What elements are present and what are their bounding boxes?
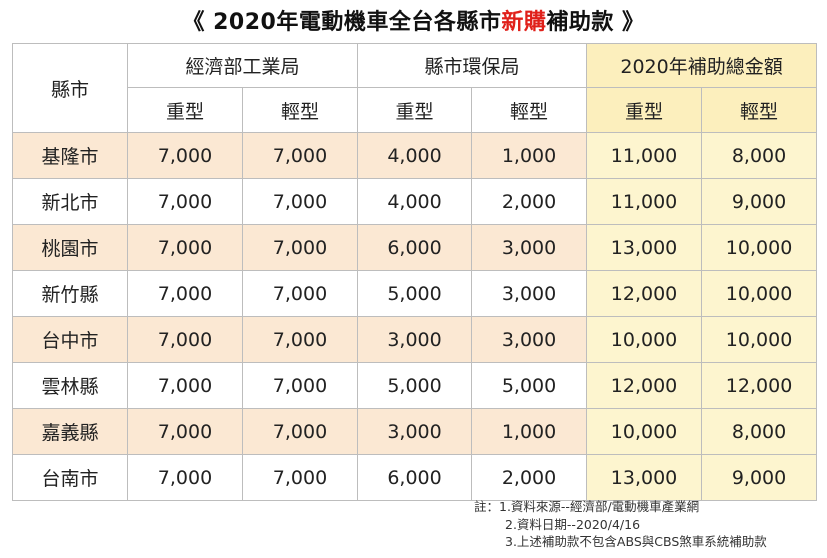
amount-cell: 11,000 (586, 132, 703, 179)
title-highlight: 新購 (501, 10, 547, 35)
amount-cell: 10,000 (586, 408, 703, 455)
city-cell: 桃園市 (12, 224, 128, 271)
amount-cell: 7,000 (241, 224, 359, 271)
title-text-end: 補助款 》 (546, 10, 645, 35)
header-type: 輕型 (701, 87, 818, 133)
amount-cell: 5,000 (357, 270, 473, 317)
footnotes: 註：1.資料來源--經濟部/電動機車產業網 2.資料日期--2020/4/16 … (474, 498, 767, 551)
amount-cell: 3,000 (471, 224, 588, 271)
footnote-exclusion: 3.上述補助款不包含ABS與CBS煞車系統補助款 (505, 534, 767, 549)
header-type: 重型 (586, 87, 703, 133)
header-row-groups: 縣市 經濟部工業局 縣市環保局 2020年補助總金額 (12, 43, 818, 133)
amount-cell: 13,000 (586, 224, 703, 271)
amount-cell: 3,000 (471, 316, 588, 363)
footnote-source: 註：1.資料來源--經濟部/電動機車產業網 (474, 499, 700, 514)
amount-cell: 2,000 (471, 454, 588, 501)
city-cell: 嘉義縣 (12, 408, 128, 455)
amount-cell: 7,000 (241, 408, 359, 455)
amount-cell: 11,000 (586, 178, 703, 225)
table-row: 桃園市 7,000 7,000 6,000 3,000 13,000 10,000 (12, 224, 818, 271)
amount-cell: 5,000 (357, 362, 473, 409)
table-row: 嘉義縣 7,000 7,000 3,000 1,000 10,000 8,000 (12, 408, 818, 455)
amount-cell: 7,000 (241, 270, 359, 317)
table-row: 基隆市 7,000 7,000 4,000 1,000 11,000 8,000 (12, 132, 818, 179)
amount-cell: 9,000 (701, 454, 818, 501)
header-type: 重型 (357, 87, 473, 133)
amount-cell: 3,000 (357, 408, 473, 455)
amount-cell: 12,000 (586, 270, 703, 317)
header-row-types: 重型 輕型 重型 輕型 重型 輕型 (13, 87, 818, 133)
amount-cell: 7,000 (127, 316, 243, 363)
table-row: 新竹縣 7,000 7,000 5,000 3,000 12,000 10,000 (12, 270, 818, 317)
amount-cell: 6,000 (357, 454, 473, 501)
amount-cell: 4,000 (357, 132, 473, 179)
amount-cell: 1,000 (471, 408, 588, 455)
header-type: 輕型 (471, 87, 588, 133)
amount-cell: 4,000 (357, 178, 473, 225)
amount-cell: 2,000 (471, 178, 588, 225)
amount-cell: 10,000 (701, 224, 818, 271)
amount-cell: 8,000 (701, 408, 818, 455)
subsidy-table: 縣市 經濟部工業局 縣市環保局 2020年補助總金額 重型 輕型 重型 輕型 重… (12, 43, 818, 501)
amount-cell: 3,000 (357, 316, 473, 363)
amount-cell: 7,000 (127, 224, 243, 271)
city-cell: 新北市 (12, 178, 128, 225)
amount-cell: 10,000 (701, 316, 818, 363)
amount-cell: 7,000 (241, 362, 359, 409)
page-title: 《 2020年電動機車全台各縣市新購補助款 》 (0, 4, 827, 36)
footnote-date: 2.資料日期--2020/4/16 (505, 516, 641, 532)
amount-cell: 7,000 (127, 178, 243, 225)
amount-cell: 7,000 (127, 132, 243, 179)
amount-cell: 6,000 (357, 224, 473, 271)
amount-cell: 1,000 (471, 132, 588, 179)
amount-cell: 7,000 (241, 178, 359, 225)
table-row: 台中市 7,000 7,000 3,000 3,000 10,000 10,000 (12, 316, 818, 363)
table-row: 台南市 7,000 7,000 6,000 2,000 13,000 9,000 (12, 454, 818, 501)
amount-cell: 9,000 (701, 178, 818, 225)
amount-cell: 8,000 (701, 132, 818, 179)
table-row: 新北市 7,000 7,000 4,000 2,000 11,000 9,000 (12, 178, 818, 225)
amount-cell: 7,000 (127, 270, 243, 317)
city-cell: 基隆市 (12, 132, 128, 179)
header-group-epa: 縣市環保局 (357, 43, 588, 88)
table-row: 雲林縣 7,000 7,000 5,000 5,000 12,000 12,000 (12, 362, 818, 409)
city-cell: 雲林縣 (12, 362, 128, 409)
amount-cell: 7,000 (127, 454, 243, 501)
amount-cell: 3,000 (471, 270, 588, 317)
header-type: 輕型 (241, 87, 359, 133)
header-type: 重型 (127, 87, 243, 133)
header-group-ministry: 經濟部工業局 (126, 43, 359, 88)
city-cell: 台南市 (12, 454, 128, 501)
header-group-total: 2020年補助總金額 (586, 43, 818, 88)
amount-cell: 10,000 (586, 316, 703, 363)
city-cell: 台中市 (12, 316, 128, 363)
amount-cell: 13,000 (586, 454, 703, 501)
amount-cell: 7,000 (241, 316, 359, 363)
amount-cell: 7,000 (127, 408, 243, 455)
city-cell: 新竹縣 (12, 270, 128, 317)
amount-cell: 12,000 (586, 362, 703, 409)
amount-cell: 7,000 (127, 362, 243, 409)
amount-cell: 7,000 (241, 454, 359, 501)
title-text: 《 2020年電動機車全台各縣市 (182, 10, 502, 35)
header-city: 縣市 (12, 43, 128, 133)
amount-cell: 5,000 (471, 362, 588, 409)
amount-cell: 12,000 (701, 362, 818, 409)
amount-cell: 10,000 (701, 270, 818, 317)
amount-cell: 7,000 (241, 132, 359, 179)
